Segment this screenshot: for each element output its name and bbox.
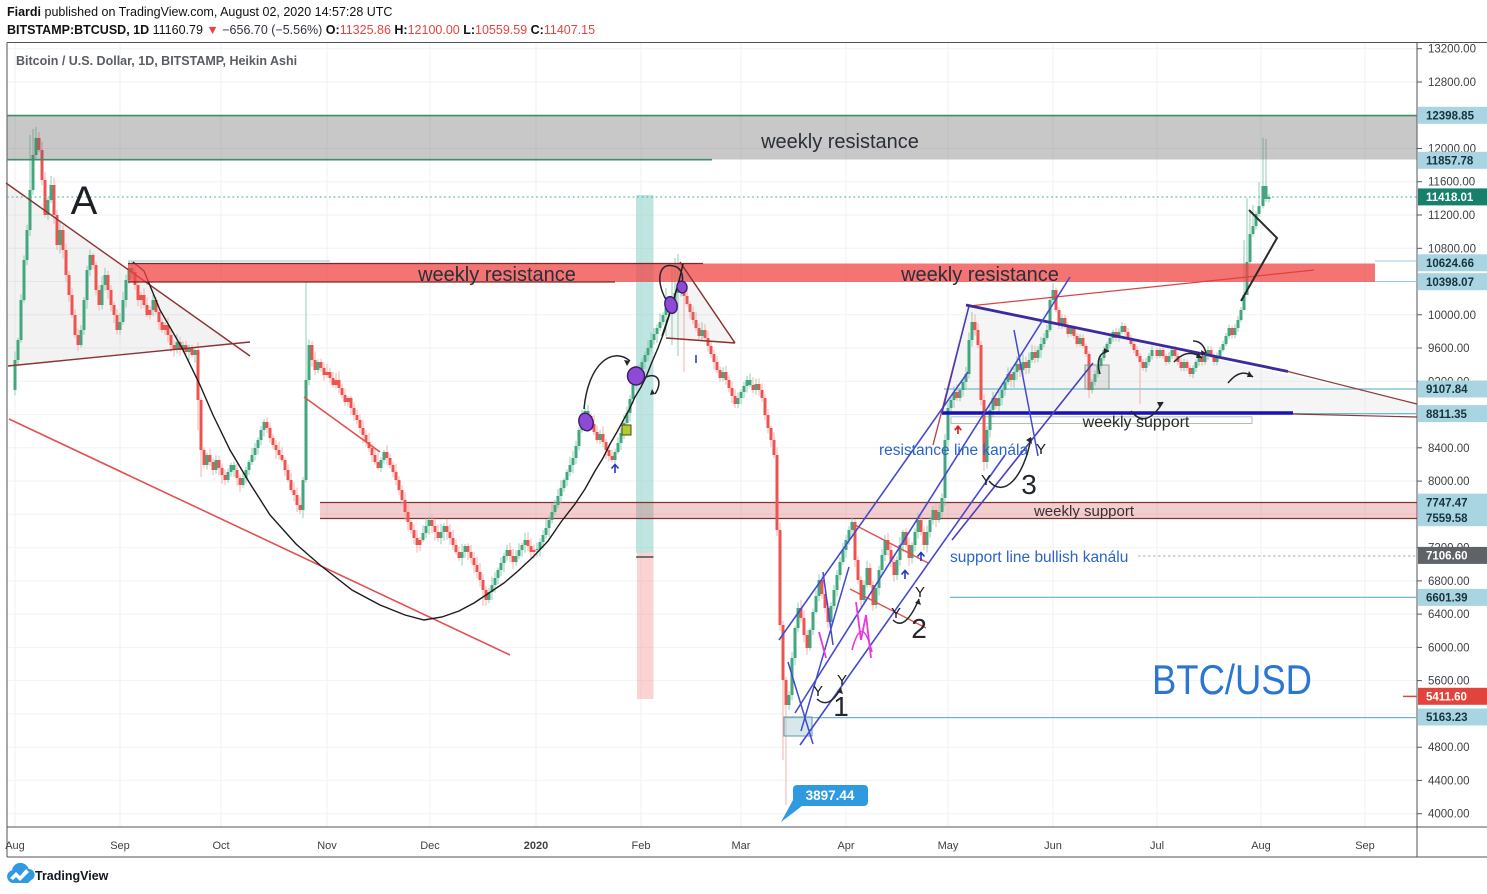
svg-text:Y: Y <box>981 472 991 489</box>
svg-text:2: 2 <box>911 613 927 644</box>
svg-text:12800.00: 12800.00 <box>1428 77 1476 89</box>
svg-text:Jul: Jul <box>1150 840 1164 852</box>
svg-text:Mar: Mar <box>732 840 751 852</box>
svg-text:6800.00: 6800.00 <box>1428 576 1470 588</box>
svg-text:weekly support: weekly support <box>1033 503 1135 520</box>
svg-text:3897.44: 3897.44 <box>806 788 855 803</box>
svg-text:Jun: Jun <box>1044 840 1062 852</box>
svg-text:6400.00: 6400.00 <box>1428 609 1470 621</box>
svg-text:Dec: Dec <box>420 840 440 852</box>
svg-text:4800.00: 4800.00 <box>1428 742 1470 754</box>
svg-text:11857.78: 11857.78 <box>1426 156 1474 168</box>
svg-text:Sep: Sep <box>1355 840 1375 852</box>
svg-text:Sep: Sep <box>110 840 130 852</box>
svg-text:Aug: Aug <box>1251 840 1271 852</box>
svg-text:weekly resistance: weekly resistance <box>760 131 919 153</box>
svg-text:BITSTAMP:BTCUSD, 1D 11160.79: BITSTAMP:BTCUSD, 1D 11160.79 ▼ −656.70 (… <box>7 23 595 37</box>
svg-text:Y: Y <box>915 584 925 601</box>
svg-text:weekly resistance: weekly resistance <box>417 264 576 286</box>
svg-text:6000.00: 6000.00 <box>1428 642 1470 654</box>
svg-text:4000.00: 4000.00 <box>1428 809 1470 821</box>
svg-text:8811.35: 8811.35 <box>1426 409 1468 421</box>
svg-text:10624.66: 10624.66 <box>1426 258 1474 270</box>
svg-text:6601.39: 6601.39 <box>1426 593 1468 605</box>
svg-text:9600.00: 9600.00 <box>1428 343 1470 355</box>
svg-text:8000.00: 8000.00 <box>1428 476 1470 488</box>
svg-text:May: May <box>938 840 959 852</box>
svg-text:Y: Y <box>813 683 823 700</box>
svg-text:9107.84: 9107.84 <box>1426 384 1468 396</box>
svg-text:5411.60: 5411.60 <box>1426 692 1467 704</box>
svg-text:A: A <box>71 179 98 223</box>
svg-text:weekly resistance: weekly resistance <box>900 264 1059 286</box>
svg-text:5163.23: 5163.23 <box>1426 712 1468 724</box>
svg-text:7106.60: 7106.60 <box>1426 551 1468 563</box>
svg-text:5600.00: 5600.00 <box>1428 676 1470 688</box>
svg-text:Bitcoin / U.S. Dollar, 1D, BIT: Bitcoin / U.S. Dollar, 1D, BITSTAMP, Hei… <box>16 54 297 68</box>
svg-text:Y: Y <box>891 605 901 622</box>
svg-text:3: 3 <box>1021 469 1037 500</box>
svg-text:Y: Y <box>837 672 847 689</box>
svg-text:4400.00: 4400.00 <box>1428 775 1470 787</box>
svg-text:10800.00: 10800.00 <box>1428 243 1476 255</box>
svg-text:support line bullish kanálu: support line bullish kanálu <box>950 549 1128 566</box>
svg-text:TradingView: TradingView <box>35 869 109 883</box>
svg-text:11600.00: 11600.00 <box>1428 177 1475 189</box>
svg-text:Oct: Oct <box>212 840 229 852</box>
svg-text:Nov: Nov <box>317 840 337 852</box>
svg-text:10398.07: 10398.07 <box>1426 277 1474 289</box>
svg-text:Apr: Apr <box>837 840 854 852</box>
svg-text:12398.85: 12398.85 <box>1426 111 1475 123</box>
svg-text:Aug: Aug <box>5 840 25 852</box>
svg-text:7747.47: 7747.47 <box>1426 497 1468 509</box>
svg-text:7559.58: 7559.58 <box>1426 513 1468 525</box>
svg-text:weekly support: weekly support <box>1082 414 1190 431</box>
svg-text:10000.00: 10000.00 <box>1428 310 1476 322</box>
svg-text:Y: Y <box>1036 441 1046 458</box>
svg-text:8400.00: 8400.00 <box>1428 443 1470 455</box>
svg-text:2020: 2020 <box>524 840 548 852</box>
svg-text:13200.00: 13200.00 <box>1428 44 1476 56</box>
svg-text:BTC/USD: BTC/USD <box>1152 656 1312 703</box>
svg-text:Feb: Feb <box>632 840 651 852</box>
svg-text:11418.01: 11418.01 <box>1426 192 1474 204</box>
svg-text:resistance line kanála: resistance line kanála <box>879 442 1028 459</box>
svg-text:Fiardi published on TradingVie: Fiardi published on TradingView.com, Aug… <box>7 5 392 19</box>
svg-text:11200.00: 11200.00 <box>1428 210 1475 222</box>
svg-text:1: 1 <box>833 691 849 722</box>
